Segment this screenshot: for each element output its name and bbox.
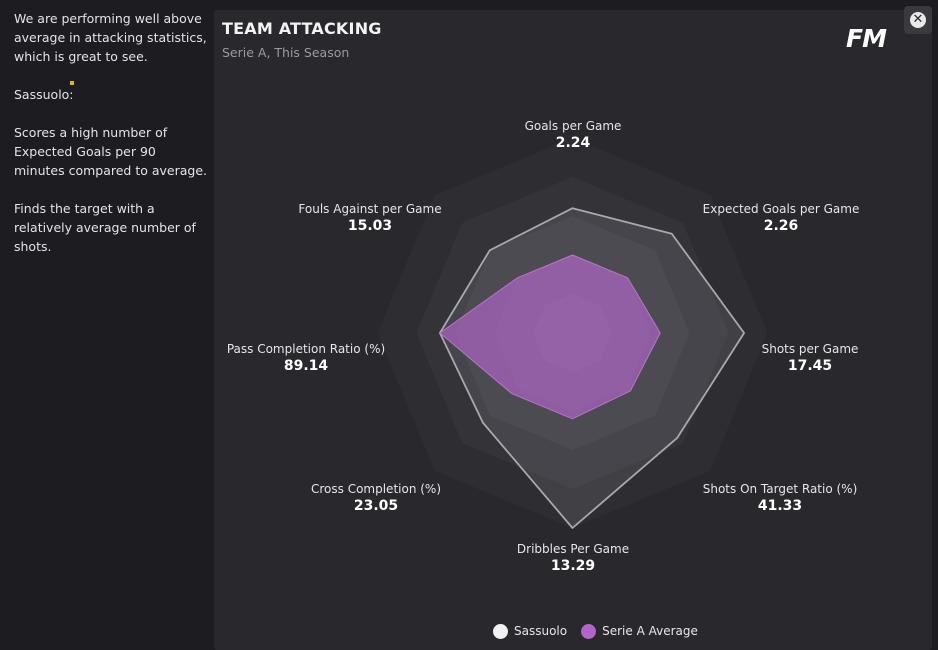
axis-label-expected-goals-per-game: Expected Goals per Game 2.26: [696, 201, 866, 235]
radar-series-serie-a-average: [439, 254, 661, 420]
panel-subtitle: Serie A, This Season: [222, 45, 350, 60]
axis-name: Expected Goals per Game: [702, 202, 860, 216]
axis-value: 23.05: [353, 498, 399, 514]
insight-shots: Finds the target with a relatively avera…: [14, 201, 196, 254]
axis-name: Pass Completion Ratio (%): [226, 342, 386, 356]
axis-label-cross-completion: Cross Completion (%) 23.05: [291, 481, 461, 515]
axis-name: Dribbles Per Game: [516, 542, 630, 556]
axis-value: 2.24: [555, 135, 591, 151]
axis-value: 13.29: [550, 558, 596, 574]
axis-label-shots-on-target-ratio: Shots On Target Ratio (%) 41.33: [695, 481, 865, 515]
close-icon: ✕: [910, 12, 926, 28]
axis-label-goals-per-game: Goals per Game 2.24: [488, 118, 658, 152]
insight-team-name: Sassuolo:: [14, 87, 74, 102]
fm-logo: FM: [846, 24, 887, 53]
legend-label-serie-a-average: Serie A Average: [602, 624, 698, 638]
axis-name: Cross Completion (%): [310, 482, 442, 496]
insight-xg: Scores a high number of Expected Goals p…: [14, 125, 207, 178]
axis-name: Shots per Game: [761, 342, 859, 356]
legend-swatch-sassuolo: [493, 623, 508, 639]
legend-item-serie-a-average: Serie A Average: [581, 623, 698, 639]
legend-label-sassuolo: Sassuolo: [514, 624, 568, 638]
insight-summary: We are performing well above average in …: [14, 11, 207, 64]
panel-title: TEAM ATTACKING: [222, 19, 382, 38]
axis-label-fouls-against-per-game: Fouls Against per Game 15.03: [285, 201, 455, 235]
close-button[interactable]: ✕: [904, 6, 932, 34]
axis-value: 17.45: [787, 358, 833, 374]
highlight-marker: [70, 81, 74, 85]
axis-value: 41.33: [757, 498, 803, 514]
axis-name: Fouls Against per Game: [298, 202, 442, 216]
axis-name: Goals per Game: [524, 119, 622, 133]
radar-series: [438, 207, 745, 529]
radar-chart: [377, 138, 768, 529]
chart-legend: Sassuolo Serie A Average: [493, 622, 712, 640]
axis-name: Shots On Target Ratio (%): [702, 482, 858, 496]
axis-label-shots-per-game: Shots per Game 17.45: [725, 341, 895, 375]
axis-label-pass-completion-ratio: Pass Completion Ratio (%) 89.14: [221, 341, 391, 375]
axis-value: 89.14: [283, 358, 329, 374]
legend-swatch-serie-a-average: [581, 623, 597, 639]
insight-sidebar: We are performing well above average in …: [0, 0, 213, 650]
axis-value: 2.26: [763, 218, 799, 234]
axis-value: 15.03: [347, 218, 393, 234]
axis-label-dribbles-per-game: Dribbles Per Game 13.29: [488, 541, 658, 575]
legend-item-sassuolo: Sassuolo: [493, 623, 568, 639]
